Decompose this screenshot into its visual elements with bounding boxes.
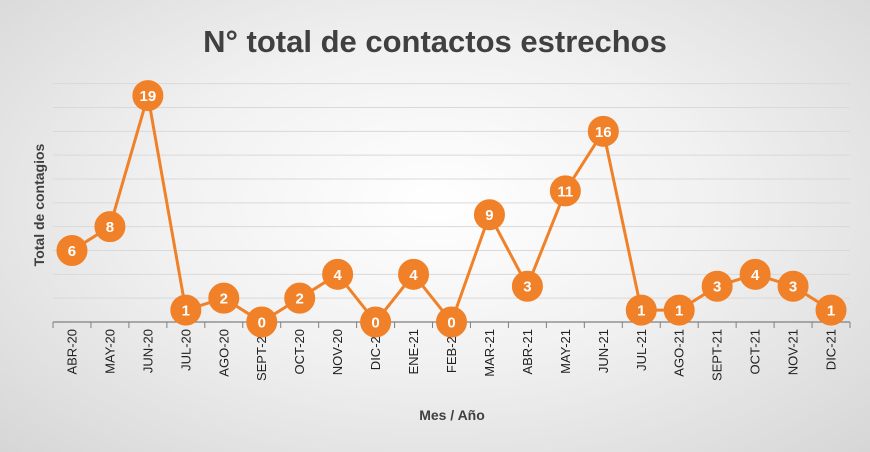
x-tick-label: MAY-20 — [102, 329, 117, 374]
x-tick-label: JUN-20 — [140, 329, 155, 373]
data-label: 9 — [485, 207, 493, 224]
data-point — [777, 270, 809, 302]
data-label: 4 — [751, 267, 760, 284]
y-axis-title: Total de contagios — [31, 143, 47, 266]
x-tick-label: ABR-21 — [520, 329, 535, 375]
data-label: 19 — [140, 88, 157, 105]
x-tick-label: FEB-21 — [444, 329, 459, 373]
data-point — [549, 175, 581, 207]
data-point — [473, 199, 505, 231]
data-point — [511, 270, 543, 302]
data-point — [398, 258, 430, 290]
data-point — [436, 306, 467, 338]
data-point — [815, 294, 847, 326]
data-label: 0 — [447, 315, 455, 332]
x-axis-title: Mes / Año — [419, 407, 485, 423]
data-point — [587, 115, 619, 147]
data-point — [663, 294, 695, 326]
x-tick-label: DIC-20 — [368, 329, 383, 370]
data-point — [701, 270, 733, 302]
x-tick-label: OCT-21 — [748, 329, 763, 375]
data-label: 2 — [220, 291, 228, 308]
data-point — [94, 211, 126, 243]
x-tick-label: ABR-20 — [64, 329, 79, 375]
data-point — [208, 282, 240, 314]
data-point — [360, 306, 392, 338]
x-tick-label: NOV-21 — [786, 329, 801, 375]
data-label: 4 — [333, 267, 342, 284]
data-label: 0 — [258, 315, 266, 332]
data-label: 1 — [182, 303, 190, 320]
x-tick-label: SEPT-20 — [254, 329, 269, 381]
data-point — [625, 294, 657, 326]
data-label: 3 — [713, 279, 721, 296]
data-label: 3 — [789, 279, 797, 296]
x-tick-label: MAR-21 — [482, 329, 497, 377]
data-point — [132, 80, 164, 112]
data-point — [170, 294, 202, 326]
x-tick-label: JUN-21 — [596, 329, 611, 373]
data-point — [322, 258, 354, 290]
data-label: 1 — [675, 303, 683, 320]
x-tick-label: ENE-21 — [406, 329, 421, 375]
data-label: 2 — [296, 291, 304, 308]
x-tick-label: MAY-21 — [558, 329, 573, 374]
x-tick-label: JUL-20 — [178, 329, 193, 371]
data-label: 3 — [523, 279, 531, 296]
data-label: 1 — [827, 303, 835, 320]
data-label: 6 — [68, 243, 76, 260]
x-tick-label: DIC-21 — [824, 329, 839, 370]
data-label: 16 — [595, 124, 612, 141]
data-point — [284, 282, 316, 314]
data-point — [739, 258, 771, 290]
data-label: 1 — [637, 303, 645, 320]
gridlines — [53, 83, 850, 299]
x-tick-label: NOV-20 — [330, 329, 345, 375]
data-point — [246, 306, 278, 338]
x-tick-label: AGO-21 — [672, 329, 687, 377]
x-tick-label: SEPT-21 — [710, 329, 725, 381]
chart-title: N° total de contactos estrechos — [203, 24, 667, 59]
x-tick-label: JUL-21 — [634, 329, 649, 371]
x-tick-label: OCT-20 — [292, 329, 307, 375]
data-label: 11 — [557, 183, 573, 200]
data-label: 8 — [106, 219, 114, 236]
data-point — [56, 234, 88, 266]
x-tick-label: AGO-20 — [216, 329, 231, 377]
data-label: 0 — [371, 315, 379, 332]
data-label: 4 — [409, 267, 418, 284]
